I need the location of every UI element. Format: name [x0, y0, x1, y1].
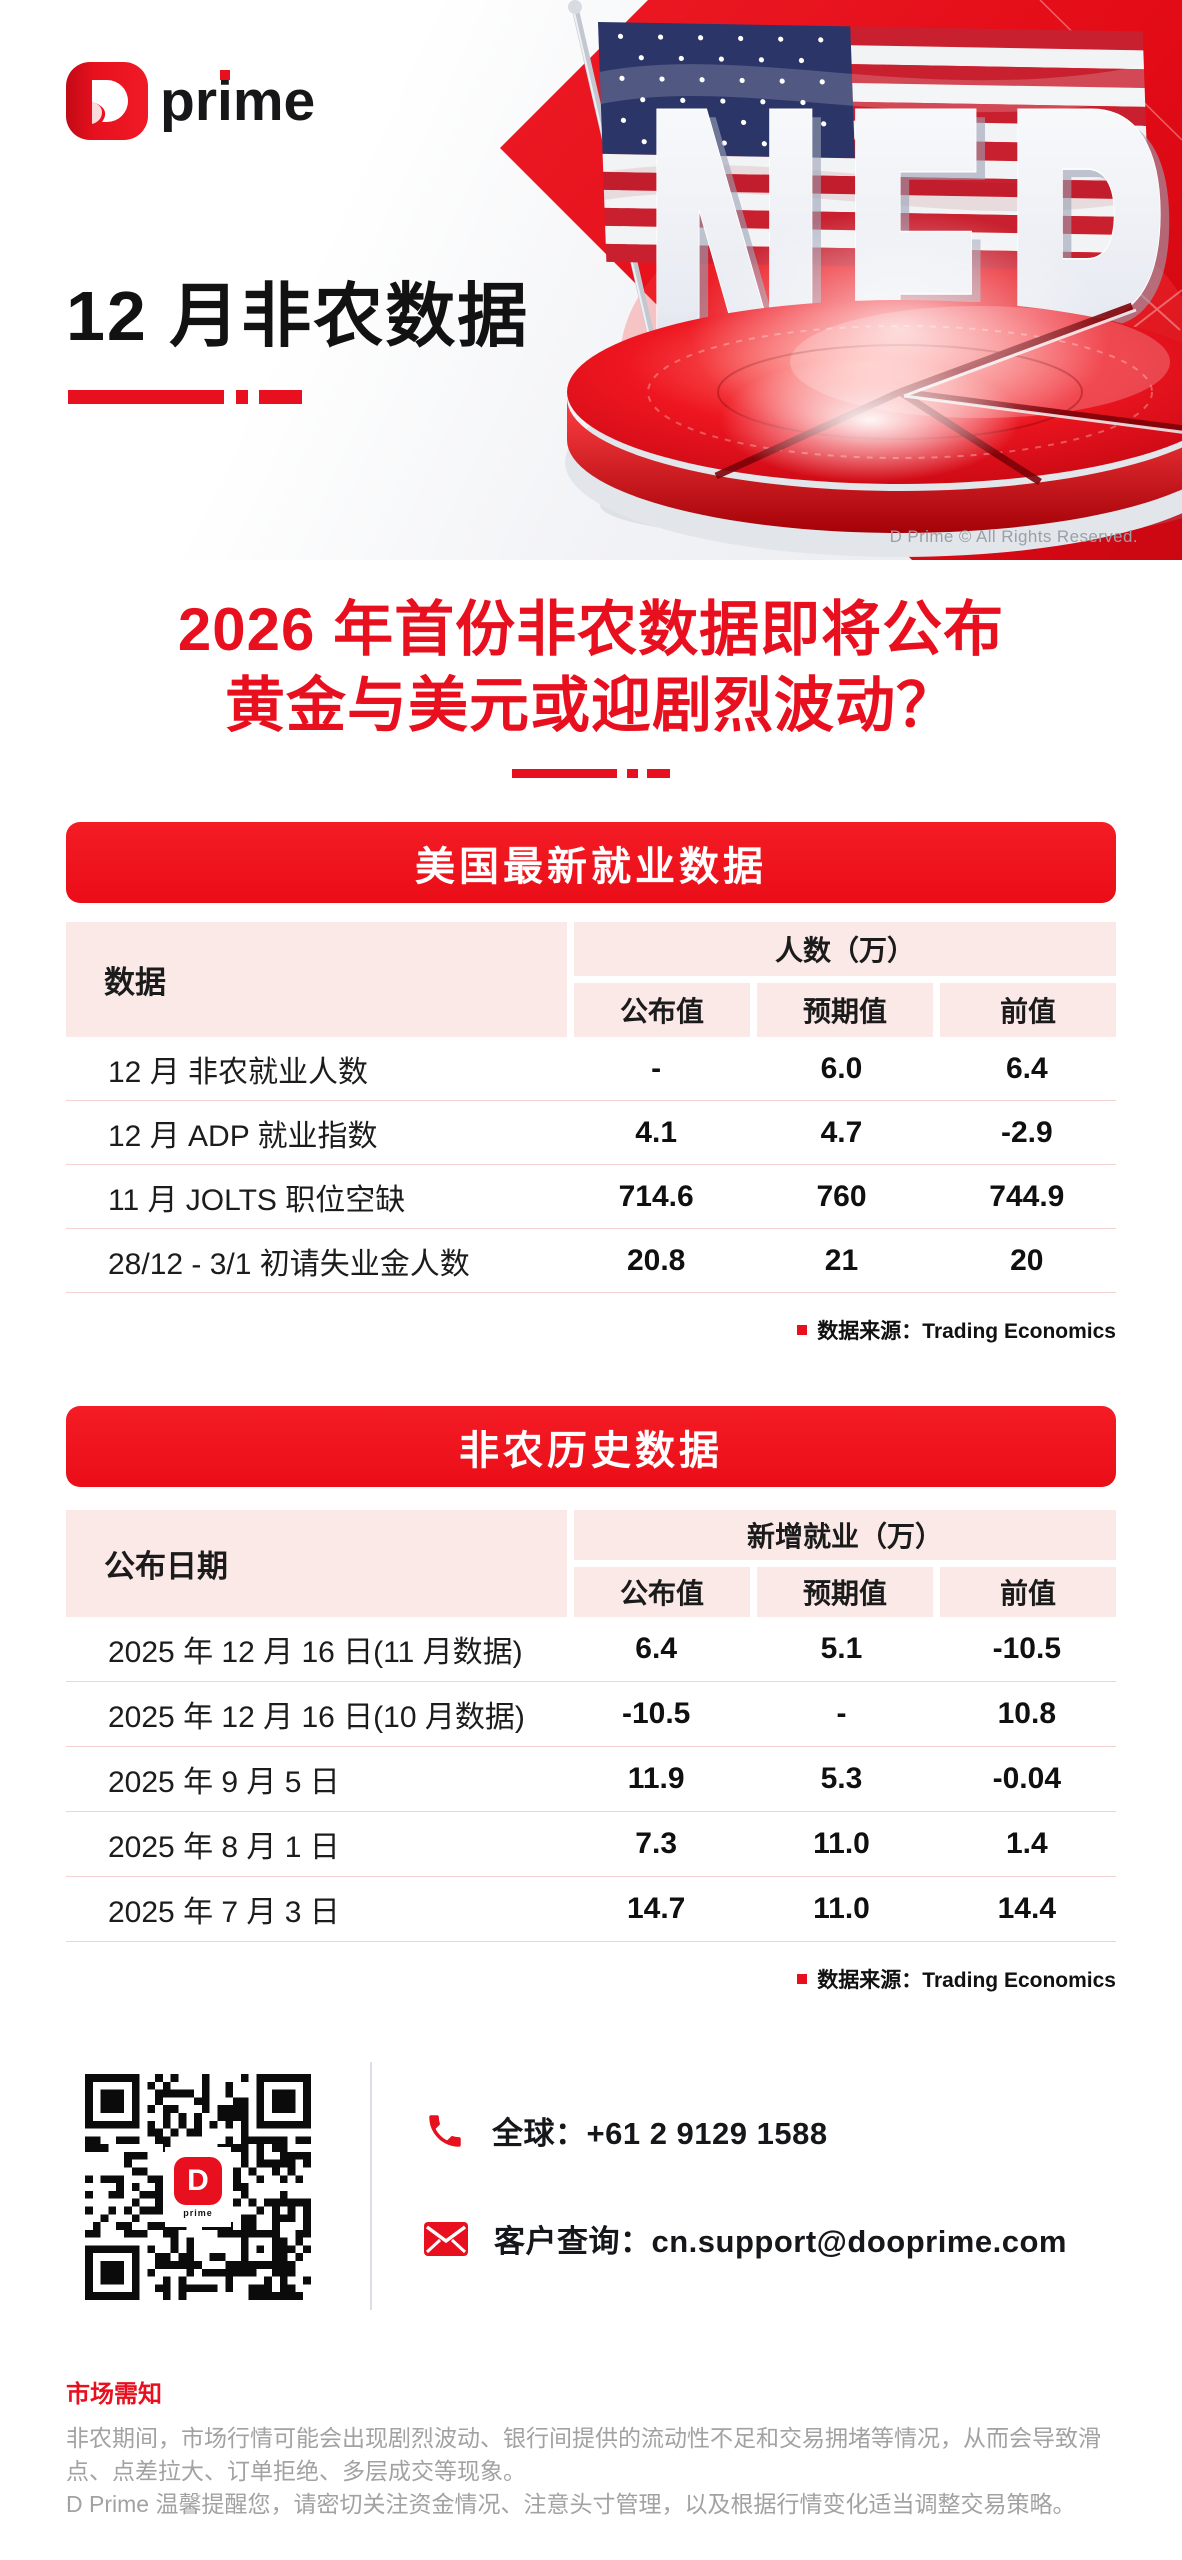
- table1-header: 数据 人数（万） 公布值 预期值 前值: [66, 922, 1116, 1037]
- qr-d-icon: D: [174, 2156, 222, 2205]
- nfp-history-table: 公布日期 新增就业（万） 公布值 预期值 前值 2025 年 12 月 16 日…: [66, 1510, 1116, 1994]
- email-icon: [424, 2221, 468, 2256]
- table1-col-previous: 前值: [940, 983, 1116, 1037]
- table2-col-published: 公布值: [574, 1567, 750, 1617]
- logo-i-dot: [219, 70, 230, 80]
- data-source-note: 数据来源：Trading Economics: [66, 1964, 1116, 1994]
- table-row: 2025 年 8 月 1 日 7.3 11.0 1.4: [66, 1812, 1116, 1877]
- headline-line2: 黄金与美元或迎剧烈波动？: [225, 672, 957, 739]
- table1-row-header: 数据: [66, 922, 567, 1037]
- hero-section: NFP NFP: [0, 0, 1182, 560]
- nfp-flag-artwork: NFP NFP: [500, 0, 1182, 560]
- logo-text-post: me: [232, 69, 316, 133]
- table2-banner: 非农历史数据: [66, 1406, 1116, 1487]
- disclaimer-body-1: 非农期间，市场行情可能会出现剧烈波动、银行间提供的流动性不足和交易拥堵等情况，从…: [66, 2425, 1101, 2484]
- logo-text-i: i: [217, 69, 233, 133]
- headline: 2026 年首份非农数据即将公布 黄金与美元或迎剧烈波动？: [0, 592, 1182, 744]
- table-row: 2025 年 7 月 3 日 14.7 11.0 14.4: [66, 1877, 1116, 1942]
- table-row: 28/12 - 3/1 初请失业金人数 20.8 21 20: [66, 1229, 1116, 1293]
- table-row: 11 月 JOLTS 职位空缺 714.6 760 744.9: [66, 1165, 1116, 1229]
- qr-code: D prime: [85, 2074, 311, 2300]
- table2-row-header: 公布日期: [66, 1510, 567, 1617]
- table-row: 12 月 ADP 就业指数 4.1 4.7 -2.9: [66, 1101, 1116, 1165]
- logo-text-pre: pr: [160, 69, 217, 133]
- table-row: 12 月 非农就业人数 - 6.0 6.4: [66, 1037, 1116, 1101]
- table-row: 2025 年 12 月 16 日(10 月数据) -10.5 - 10.8: [66, 1682, 1116, 1747]
- brand-logo-wordmark: pr i me: [160, 68, 315, 134]
- contact-divider: [370, 2062, 372, 2310]
- data-source-note: 数据来源：Trading Economics: [66, 1315, 1116, 1345]
- source-bullet-icon: [797, 1974, 808, 1984]
- headline-underline: [0, 769, 1182, 778]
- phone-contact: 全球：+61 2 9129 1588: [424, 2108, 828, 2153]
- table-row: 2025 年 12 月 16 日(11 月数据) 6.4 5.1 -10.5: [66, 1617, 1116, 1682]
- phone-icon: [429, 2114, 461, 2147]
- copyright-text: D Prime © All Rights Reserved.: [889, 527, 1138, 546]
- qr-center-logo: D prime: [165, 2147, 231, 2227]
- table1-col-published: 公布值: [574, 983, 750, 1037]
- table2-col-expected: 预期值: [757, 1567, 933, 1617]
- us-flag: [598, 22, 1152, 272]
- red-podium: [565, 210, 1182, 557]
- table2-header: 公布日期 新增就业（万） 公布值 预期值 前值: [66, 1510, 1116, 1617]
- phone-number[interactable]: 全球：+61 2 9129 1588: [492, 2116, 828, 2151]
- table1-col-expected: 预期值: [757, 983, 933, 1037]
- disclaimer-section: 市场需知 非农期间，市场行情可能会出现剧烈波动、银行间提供的流动性不足和交易拥堵…: [66, 2374, 1112, 2521]
- page-title: 12 月非农数据: [66, 277, 530, 355]
- brand-logo: pr i me: [66, 60, 315, 142]
- table2-col-previous: 前值: [940, 1567, 1116, 1617]
- headline-line1: 2026 年首份非农数据即将公布: [177, 596, 1005, 663]
- email-address[interactable]: 客户查询：cn.support@dooprime.com: [494, 2224, 1067, 2259]
- source-bullet-icon: [797, 1325, 808, 1335]
- employment-data-table: 数据 人数（万） 公布值 预期值 前值 12 月 非农就业人数 - 6.0 6.…: [66, 922, 1116, 1345]
- table2-group-header: 新增就业（万）: [574, 1510, 1116, 1560]
- disclaimer-body-2: D Prime 温馨提醒您，请密切关注资金情况、注意头寸管理，以及根据行情变化适…: [66, 2491, 1076, 2517]
- table-row: 2025 年 9 月 5 日 11.9 5.3 -0.04: [66, 1747, 1116, 1812]
- email-contact: 客户查询：cn.support@dooprime.com: [424, 2216, 1067, 2261]
- brand-logo-d-icon: [66, 62, 148, 140]
- title-underline: [68, 390, 302, 404]
- qr-caption: prime: [183, 2207, 213, 2218]
- table1-banner: 美国最新就业数据: [66, 822, 1116, 903]
- disclaimer-title: 市场需知: [66, 2381, 162, 2408]
- table1-group-header: 人数（万）: [574, 922, 1116, 976]
